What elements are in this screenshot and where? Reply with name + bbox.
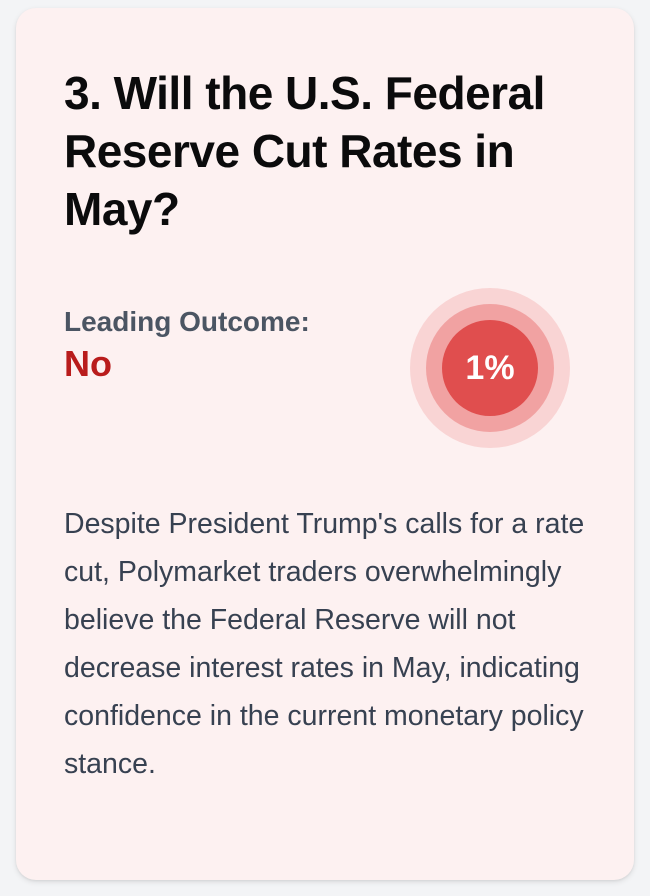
outcome-label: Leading Outcome: <box>64 306 310 337</box>
probability-badge: 1% <box>410 288 570 448</box>
outcome-row: Leading Outcome: No 1% <box>64 288 586 448</box>
market-card: 3. Will the U.S. Federal Reserve Cut Rat… <box>16 8 634 880</box>
probability-value: 1% <box>465 349 515 387</box>
outcome-text: Leading Outcome: No <box>64 304 310 386</box>
outcome-value: No <box>64 343 112 384</box>
probability-ring-inner: 1% <box>442 320 538 416</box>
card-title: 3. Will the U.S. Federal Reserve Cut Rat… <box>64 67 545 235</box>
card-description: Despite President Trump's calls for a ra… <box>64 508 585 780</box>
probability-ring-mid: 1% <box>426 304 554 432</box>
